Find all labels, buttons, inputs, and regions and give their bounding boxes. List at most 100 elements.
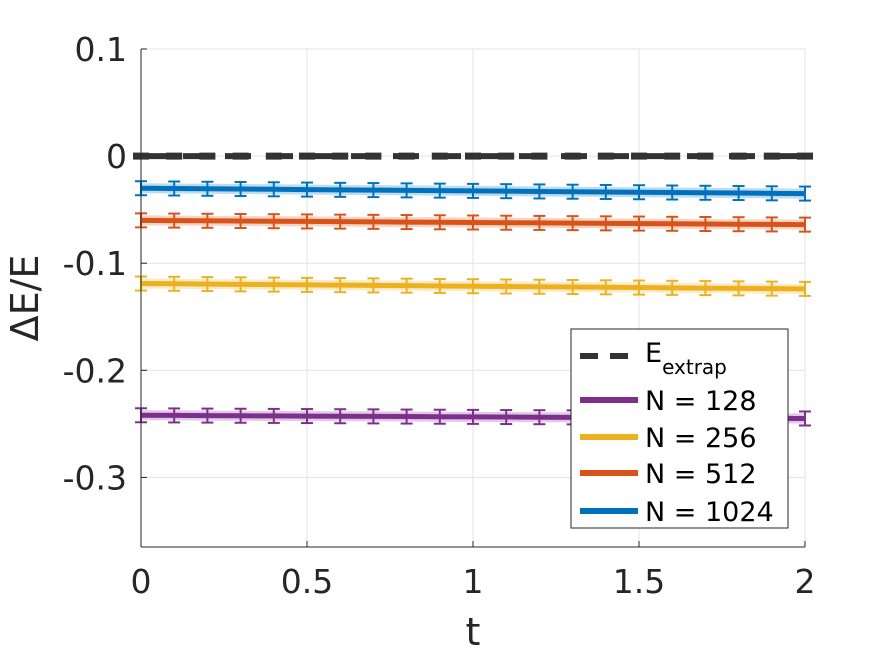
error-bar <box>599 215 612 232</box>
error-bar <box>633 279 645 296</box>
y-tick-label: -0.1 <box>63 244 127 283</box>
error-bar <box>566 183 579 200</box>
error-bar <box>765 185 778 202</box>
error-bar <box>500 183 513 200</box>
error-bar <box>168 407 181 424</box>
error-bar <box>267 276 280 293</box>
error-bar <box>168 212 181 229</box>
error-bar <box>599 279 612 296</box>
error-bar <box>765 216 778 233</box>
error-bar <box>267 181 280 198</box>
y-tick-label: 0.1 <box>75 30 127 69</box>
error-bar <box>699 280 712 297</box>
error-bar <box>367 408 380 425</box>
error-bar <box>234 181 247 198</box>
error-bar <box>699 215 712 232</box>
error-bar <box>201 276 214 293</box>
error-bar <box>500 214 513 231</box>
error-bar <box>799 216 811 233</box>
y-tick-label: 0 <box>106 137 127 176</box>
error-bar <box>433 182 446 199</box>
error-bar <box>234 212 247 229</box>
legend-label: N = 256 <box>645 423 757 454</box>
legend: Eextrap N = 128 N = 256 N = 512 N = 1024 <box>570 328 789 529</box>
series-n256 <box>135 275 811 297</box>
error-bar <box>467 408 479 425</box>
error-bar <box>168 275 181 292</box>
error-bar <box>799 410 811 427</box>
x-tick-label: 0.5 <box>281 562 333 601</box>
error-bar <box>267 213 280 230</box>
error-bar <box>301 408 313 425</box>
series-n512 <box>135 212 811 233</box>
error-bar <box>201 407 214 424</box>
x-tick-label: 2 <box>795 562 816 601</box>
error-bar <box>201 180 214 197</box>
error-bar <box>799 280 811 297</box>
error-bar <box>400 214 413 231</box>
legend-reference-label: Eextrap <box>645 338 727 379</box>
y-tick-labels: 0.1 0 -0.1 -0.2 -0.3 <box>63 30 127 497</box>
y-axis-label: ΔE/E <box>3 255 47 342</box>
x-tick-labels: 0 0.5 1 1.5 2 <box>131 562 816 601</box>
error-bar <box>500 409 513 426</box>
error-bar <box>666 184 679 201</box>
error-bar <box>566 215 579 232</box>
legend-label: N = 1024 <box>645 497 774 528</box>
error-bar <box>201 212 214 229</box>
error-bar <box>367 213 380 230</box>
error-bar <box>633 184 645 201</box>
error-bar <box>467 182 479 199</box>
error-bar <box>732 185 745 202</box>
error-bar <box>732 280 745 297</box>
error-bar <box>533 409 546 426</box>
error-bar <box>467 278 479 295</box>
error-bar <box>234 407 247 424</box>
error-bar <box>400 408 413 425</box>
x-tick-label: 1.5 <box>613 562 665 601</box>
error-bar <box>334 181 347 198</box>
legend-box <box>570 328 789 529</box>
error-bar <box>400 277 413 294</box>
error-bar <box>367 277 380 294</box>
x-axis-label: t <box>466 610 481 654</box>
error-bar <box>467 214 479 231</box>
error-bar <box>234 276 247 293</box>
error-bar <box>267 407 280 424</box>
error-bar <box>699 184 712 201</box>
error-bar <box>433 277 446 294</box>
error-bar <box>765 280 778 297</box>
error-bar <box>533 183 546 200</box>
error-bar <box>666 215 679 232</box>
series-n1024 <box>135 180 811 202</box>
x-tick-label: 1 <box>463 562 484 601</box>
error-bar <box>633 215 645 232</box>
error-bar <box>666 279 679 296</box>
axes <box>140 49 805 548</box>
error-bar <box>301 213 313 230</box>
error-bar <box>334 408 347 425</box>
y-tick-label: -0.3 <box>63 458 127 497</box>
error-bar <box>732 216 745 233</box>
error-bar <box>433 214 446 231</box>
error-bar <box>301 181 313 198</box>
legend-label: N = 512 <box>645 459 757 490</box>
error-bar <box>599 183 612 200</box>
legend-label: N = 128 <box>645 386 757 417</box>
error-bar <box>566 279 579 296</box>
error-bar <box>334 277 347 294</box>
error-bar <box>301 276 313 293</box>
error-bar <box>400 182 413 199</box>
error-bar <box>799 185 811 202</box>
error-bar <box>168 180 181 197</box>
grid-lines <box>140 48 806 547</box>
error-bar <box>500 278 513 295</box>
error-bar <box>533 214 546 231</box>
error-bar <box>334 213 347 230</box>
error-bar <box>533 278 546 295</box>
y-tick-label: -0.2 <box>63 351 127 390</box>
error-bar <box>367 182 380 199</box>
x-tick-label: 0 <box>131 562 152 601</box>
error-bar <box>433 408 446 425</box>
